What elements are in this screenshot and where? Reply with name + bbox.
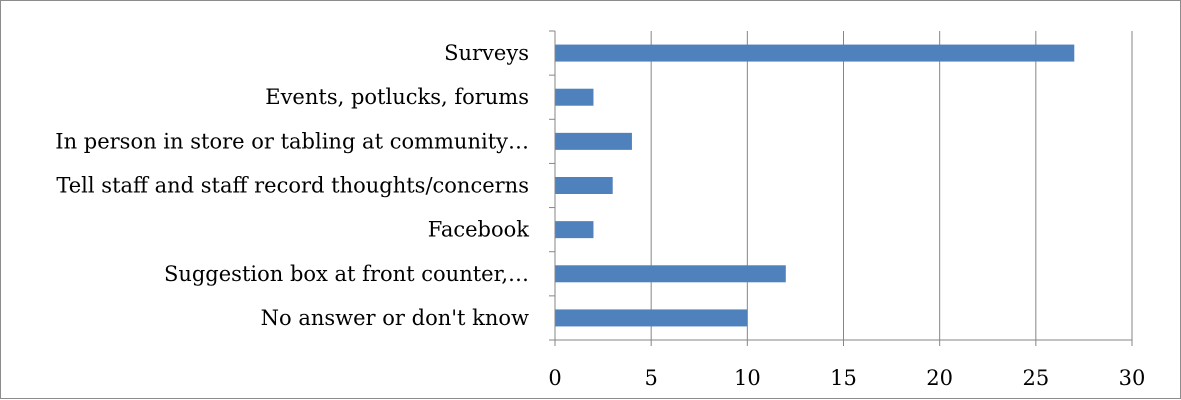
x-tick-label-20: 20 [926,366,953,390]
category-label-7: No answer or don't know [261,306,529,330]
bar-3 [555,132,632,150]
x-tick-label-10: 10 [734,366,761,390]
x-tick-label-5: 5 [644,366,657,390]
category-label-1: Surveys [444,41,529,65]
bar-1 [555,44,1075,62]
bar-2 [555,88,594,106]
x-tick-label-30: 30 [1119,366,1146,390]
category-label-2: Events, potlucks, forums [265,85,529,109]
category-label-5: Facebook [428,218,530,242]
x-tick-label-0: 0 [548,366,561,390]
category-label-4: Tell staff and staff record thoughts/con… [56,174,529,198]
bar-5 [555,221,594,239]
category-label-3: In person in store or tabling at communi… [55,129,529,153]
x-tick-label-15: 15 [830,366,857,390]
x-tick-label-25: 25 [1022,366,1049,390]
category-label-6: Suggestion box at front counter,… [164,262,529,286]
bar-7 [555,309,748,327]
bar-4 [555,177,613,194]
bar-6 [555,265,786,283]
